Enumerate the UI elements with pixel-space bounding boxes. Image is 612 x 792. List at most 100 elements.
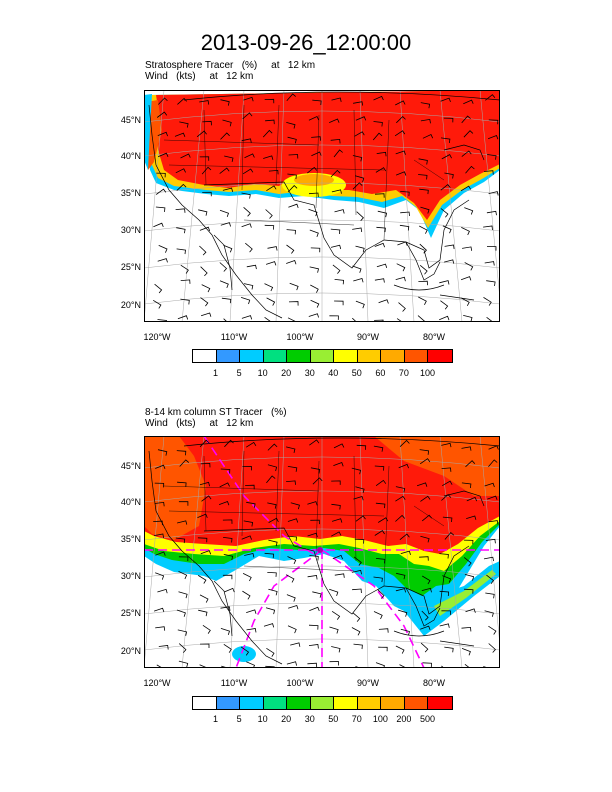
wind-barb — [331, 480, 341, 485]
wind-barb — [463, 99, 474, 105]
panel2-tracer-gulf-plume-inner — [434, 570, 496, 616]
wind-barb — [243, 520, 254, 527]
wind-barb — [463, 315, 473, 322]
wind-barb — [442, 575, 452, 583]
wind-barb — [376, 226, 386, 233]
wind-barb — [356, 444, 367, 450]
wind-barb — [485, 538, 496, 544]
wind-barb — [352, 588, 362, 594]
wind-barb — [178, 556, 189, 562]
wind-barb — [155, 572, 165, 580]
wind-barb — [266, 475, 276, 484]
wind-barb — [290, 642, 301, 647]
panel2-lon-label: 100°W — [286, 678, 314, 688]
wind-barb — [156, 111, 168, 118]
wind-barb — [179, 459, 190, 467]
wind-barb — [440, 300, 449, 310]
wind-barb — [155, 626, 166, 631]
colorbar-swatch — [216, 350, 241, 362]
wind-barb — [465, 608, 476, 613]
wind-barb — [374, 530, 385, 536]
panel1-title-line1: Stratosphere Tracer (%) at 12 km — [145, 60, 316, 71]
wind-barb — [287, 173, 297, 180]
wind-barb — [420, 642, 429, 653]
wind-barb — [466, 496, 478, 502]
wind-barb — [312, 591, 322, 598]
wind-barb — [333, 149, 343, 158]
panel2-magenta-point — [317, 547, 323, 553]
wind-barb — [200, 550, 212, 555]
wind-barb — [395, 171, 407, 176]
wind-barb — [288, 301, 299, 306]
wind-barb — [286, 594, 296, 602]
wind-barb — [400, 550, 411, 556]
wind-barb — [486, 210, 497, 216]
wind-barb — [267, 572, 277, 577]
wind-barb — [310, 284, 319, 293]
panel2-title-line2: Wind (kts) at 12 km — [145, 418, 254, 429]
wind-barb — [157, 449, 168, 456]
wind-barb — [419, 188, 429, 195]
wind-barb — [307, 532, 318, 538]
wind-barb — [465, 460, 476, 468]
wind-barb — [265, 665, 275, 668]
wind-barb — [375, 662, 386, 668]
panel1-lon-label: 80°W — [422, 332, 446, 342]
wind-barb — [464, 262, 474, 271]
wind-barb — [461, 626, 472, 632]
panel1-map — [144, 90, 500, 322]
colorbar-label: 20 — [281, 368, 292, 378]
wind-barb — [265, 209, 273, 219]
wind-barb — [220, 132, 230, 140]
wind-barb — [395, 514, 406, 522]
panel2-tracer-orange-west — [144, 436, 206, 540]
colorbar-label: 20 — [281, 714, 292, 724]
wind-barb — [465, 165, 475, 174]
wind-barb — [377, 210, 388, 218]
wind-barb — [422, 133, 434, 139]
wind-barb — [353, 496, 364, 501]
panel2-state-borders — [163, 450, 445, 587]
wind-barb — [265, 607, 276, 615]
wind-barb — [444, 244, 455, 249]
wind-barb — [420, 118, 431, 124]
wind-barb — [352, 227, 363, 233]
wind-barb — [178, 643, 187, 653]
wind-barb — [461, 648, 471, 656]
wind-barb — [419, 225, 428, 234]
wind-barb — [484, 261, 495, 266]
wind-barb — [223, 244, 233, 253]
wind-barb — [421, 575, 431, 585]
wind-barb — [329, 118, 340, 123]
panel1-lon-label: 90°W — [356, 332, 380, 342]
wind-barb — [421, 587, 432, 593]
wind-barb — [219, 167, 230, 174]
wind-barb — [289, 282, 299, 291]
wind-barb — [153, 520, 163, 526]
wind-barb — [397, 609, 408, 617]
wind-barb — [223, 554, 234, 561]
panel2-colorbar-labels: 1 5 10 20 30 50 70 100 200 500 — [192, 714, 453, 726]
wind-barb — [354, 131, 365, 137]
colorbar-label: 200 — [396, 714, 412, 724]
wind-barb — [308, 313, 319, 318]
wind-barb — [463, 539, 474, 545]
wind-barb — [175, 537, 186, 544]
wind-barb — [201, 495, 212, 502]
wind-barb — [157, 588, 168, 594]
panel2-lat-label: 35°N — [120, 534, 141, 544]
wind-barb — [396, 116, 406, 124]
wind-barb — [396, 318, 403, 322]
wind-barb — [268, 169, 279, 175]
panel1-map-frame — [144, 90, 500, 322]
colorbar-swatch — [334, 697, 358, 709]
wind-barb — [355, 116, 367, 121]
wind-barb — [219, 482, 230, 488]
wind-barb — [222, 187, 234, 193]
wind-barb — [286, 661, 297, 666]
wind-barb — [246, 264, 257, 270]
colorbar-swatch — [428, 350, 452, 362]
wind-barb — [487, 154, 497, 160]
wind-barb — [461, 150, 472, 157]
panel1-lon-label: 120°W — [143, 332, 171, 342]
